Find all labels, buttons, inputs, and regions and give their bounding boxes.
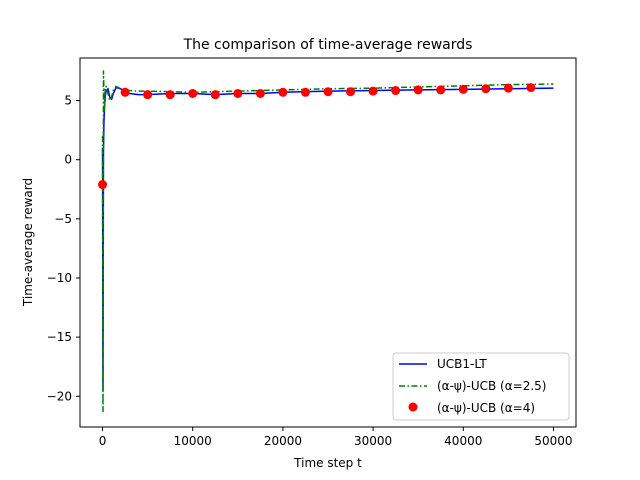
series-3-point bbox=[458, 84, 468, 94]
chart-title: The comparison of time-average rewards bbox=[183, 37, 473, 53]
y-tick-label: 5 bbox=[64, 94, 72, 108]
legend-label-alpha-2-5: (α-ψ)-UCB (α=2.5) bbox=[437, 379, 546, 393]
series-3-point bbox=[255, 88, 265, 98]
series-3-point bbox=[165, 90, 175, 100]
x-tick-label: 20000 bbox=[264, 434, 302, 448]
series-3-point bbox=[233, 88, 243, 98]
x-tick-label: 0 bbox=[99, 434, 107, 448]
x-tick-label: 10000 bbox=[174, 434, 212, 448]
x-axis-label: Time step t bbox=[293, 456, 362, 470]
legend: UCB1-LT (α-ψ)-UCB (α=2.5) (α-ψ)-UCB (α=4… bbox=[392, 352, 570, 421]
series-3-point bbox=[210, 90, 220, 100]
series-3-point bbox=[278, 87, 288, 97]
y-tick-label: 0 bbox=[64, 153, 72, 167]
legend-marker-alpha-4 bbox=[408, 402, 418, 412]
plot-area bbox=[98, 70, 554, 413]
series-3-point bbox=[120, 87, 130, 97]
series-3-point bbox=[368, 86, 378, 96]
x-tick-label: 50000 bbox=[534, 434, 572, 448]
series-3-point bbox=[188, 88, 198, 98]
series-3-point bbox=[526, 83, 536, 93]
axes-frame bbox=[79, 57, 577, 428]
series-3-point bbox=[98, 180, 108, 190]
y-tick-label: −15 bbox=[47, 330, 72, 344]
series-3-point bbox=[413, 85, 423, 95]
series-3-point bbox=[391, 86, 401, 96]
series-3-point bbox=[481, 84, 491, 94]
legend-label-alpha-4: (α-ψ)-UCB (α=4) bbox=[437, 401, 535, 415]
x-tick-label: 30000 bbox=[354, 434, 392, 448]
series-2-line bbox=[101, 70, 554, 413]
x-axis: 0 10000 20000 30000 40000 50000 bbox=[99, 427, 573, 448]
series-3-point bbox=[436, 85, 446, 95]
series-3-point bbox=[300, 87, 310, 97]
series-3-point bbox=[503, 83, 513, 93]
y-tick-label: −20 bbox=[47, 389, 72, 403]
series-3-point bbox=[323, 87, 333, 97]
legend-label-ucb1-lt: UCB1-LT bbox=[437, 357, 487, 371]
y-tick-label: −10 bbox=[47, 271, 72, 285]
y-axis-label: Time-average reward bbox=[21, 178, 35, 307]
legend-box bbox=[392, 352, 570, 421]
y-axis: −20 −15 −10 −5 0 5 bbox=[47, 94, 80, 403]
series-1-line bbox=[101, 86, 554, 392]
series-3-point bbox=[346, 87, 356, 97]
series-3-point bbox=[143, 90, 153, 100]
y-tick-label: −5 bbox=[54, 212, 72, 226]
x-tick-label: 40000 bbox=[444, 434, 482, 448]
